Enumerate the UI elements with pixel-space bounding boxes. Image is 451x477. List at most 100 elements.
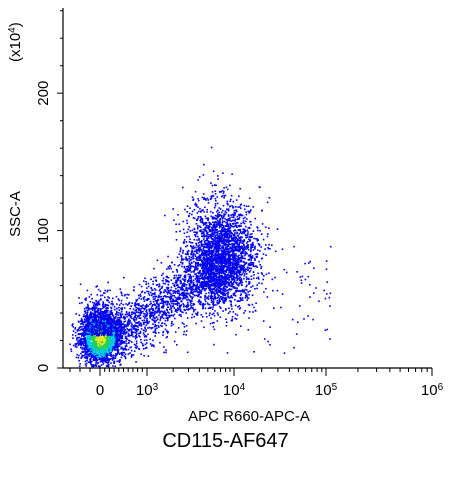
data-point	[215, 282, 217, 284]
data-point	[180, 304, 183, 306]
data-point	[169, 295, 172, 298]
data-point	[203, 257, 206, 260]
data-point	[227, 312, 230, 314]
data-point	[146, 320, 148, 322]
data-point	[222, 260, 225, 263]
data-point	[209, 261, 211, 264]
data-point	[233, 276, 235, 278]
data-point	[116, 353, 118, 356]
data-point	[217, 178, 219, 180]
data-point	[229, 270, 232, 273]
data-point	[258, 260, 260, 263]
data-point	[90, 357, 92, 359]
data-point	[229, 239, 232, 242]
data-point	[179, 250, 181, 253]
data-point	[222, 296, 224, 299]
data-point	[198, 254, 201, 256]
data-point	[208, 285, 211, 287]
data-point	[201, 284, 203, 286]
data-point	[252, 242, 254, 244]
data-point	[218, 211, 220, 214]
data-point	[192, 284, 194, 286]
data-point	[116, 336, 119, 339]
data-point	[171, 294, 174, 297]
data-point	[197, 291, 200, 294]
data-point	[227, 263, 230, 266]
data-point	[107, 307, 109, 309]
data-point	[172, 299, 174, 302]
data-point	[194, 250, 197, 253]
data-point	[240, 293, 242, 295]
data-point	[219, 276, 221, 279]
data-point	[129, 316, 132, 318]
data-point	[201, 249, 203, 252]
data-point	[180, 274, 182, 277]
data-point	[199, 278, 201, 280]
data-point	[224, 280, 227, 283]
data-point	[213, 279, 215, 281]
data-point	[142, 315, 145, 318]
data-point	[189, 245, 192, 247]
data-point	[235, 318, 238, 320]
data-point	[200, 229, 202, 231]
data-point	[217, 290, 220, 292]
data-point	[223, 251, 226, 253]
data-point	[219, 247, 222, 250]
data-point	[151, 344, 154, 346]
data-point	[231, 216, 233, 219]
data-point	[244, 208, 246, 211]
data-point	[259, 229, 261, 232]
data-point	[183, 266, 186, 269]
data-point	[198, 239, 200, 241]
data-point	[239, 187, 241, 190]
data-point	[224, 211, 227, 213]
data-point	[222, 288, 224, 290]
data-point	[207, 241, 210, 243]
data-point	[249, 220, 251, 223]
data-point	[240, 298, 243, 301]
data-point	[246, 242, 248, 244]
data-point	[115, 352, 117, 355]
data-point	[152, 289, 154, 292]
data-point	[227, 281, 230, 284]
data-point	[119, 360, 121, 362]
data-point	[233, 243, 235, 246]
data-point	[177, 214, 179, 216]
data-point	[180, 261, 182, 264]
data-point	[213, 225, 216, 227]
data-point	[189, 207, 191, 209]
data-point	[136, 303, 139, 305]
data-point	[276, 289, 279, 292]
data-point	[128, 294, 130, 296]
data-point	[149, 343, 152, 345]
data-point	[281, 293, 284, 295]
data-point	[241, 232, 243, 235]
data-point	[134, 309, 136, 312]
data-point	[142, 310, 144, 313]
data-point	[227, 288, 230, 291]
data-point	[178, 274, 180, 276]
data-point	[190, 291, 193, 294]
data-point	[231, 308, 233, 310]
data-point	[177, 308, 180, 310]
data-point	[227, 265, 229, 267]
data-point	[128, 318, 130, 321]
data-point	[218, 270, 221, 272]
data-point	[186, 306, 188, 308]
data-point	[88, 309, 90, 311]
data-point	[211, 291, 213, 294]
data-point	[168, 281, 170, 283]
data-point	[233, 252, 235, 255]
data-point	[227, 250, 230, 253]
data-point	[295, 333, 298, 335]
data-point	[188, 275, 191, 278]
data-point	[216, 312, 219, 314]
data-point	[156, 259, 159, 262]
data-point	[173, 264, 176, 266]
data-point	[175, 288, 177, 290]
data-point	[202, 302, 204, 305]
data-point	[128, 312, 130, 315]
data-point	[227, 293, 229, 296]
data-point	[154, 329, 156, 332]
